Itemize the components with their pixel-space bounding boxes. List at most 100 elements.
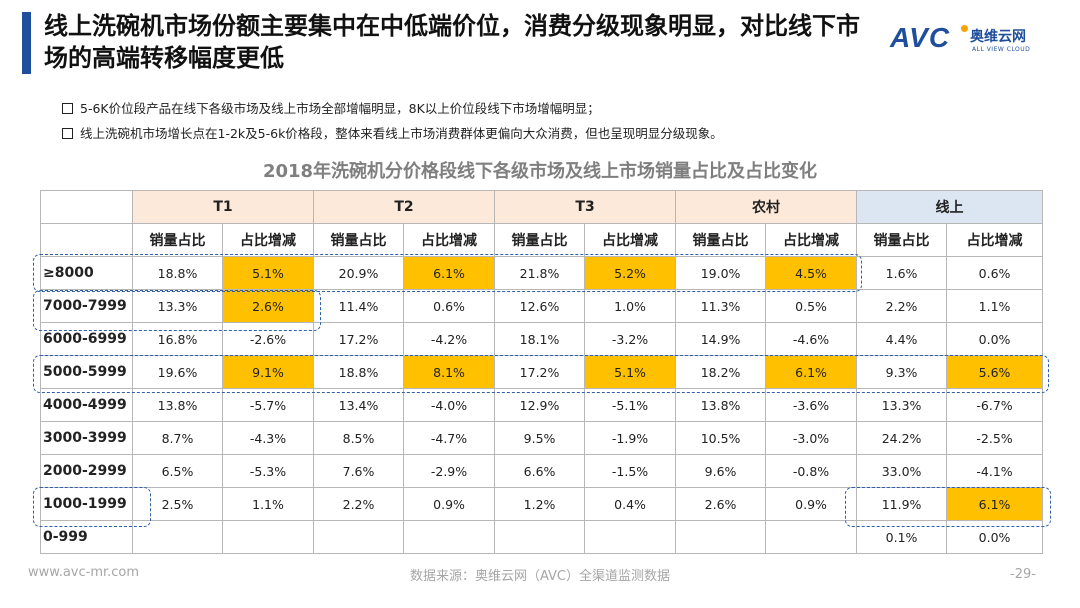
bullet-list: 5-6K价位段产品在线下各级市场及线上市场全部增幅明显，8K以上价位段线下市场增…	[62, 96, 1062, 146]
table-cell: 4.5%	[765, 256, 858, 290]
row-label: 0-999	[40, 520, 133, 554]
sub-header: 销量占比	[494, 223, 586, 257]
table-cell: 0.5%	[765, 289, 858, 323]
table-row: 2000-2999 6.5% -5.3% 7.6% -2.9% 6.6% -1.5% 9.6%…	[40, 454, 1044, 488]
checkbox-icon	[62, 103, 73, 114]
table-cell: 5.6%	[946, 355, 1044, 389]
group-header: T1	[131, 190, 315, 224]
table-cell: 8.5%	[313, 421, 405, 455]
table-row: 0-999 0.1% 0.0%	[40, 520, 1044, 554]
table-cell: -2.9%	[403, 454, 496, 488]
table-cell: 1.1%	[221, 487, 315, 521]
table-cell: 11.4%	[313, 289, 405, 323]
footer-source: 数据来源：奥维云网（AVC）全渠道监测数据	[409, 569, 671, 584]
table-cell: 20.9%	[313, 256, 405, 290]
table-cell: 18.1%	[494, 322, 586, 356]
table-cell: 0.6%	[946, 256, 1044, 290]
table-cell: 18.8%	[313, 355, 405, 389]
highlight-box-8000-offline	[33, 254, 862, 292]
table-cell: 2.2%	[856, 289, 948, 323]
logo-en: ALL VIEW CLOUD	[972, 46, 1031, 53]
table-cell: 5.2%	[584, 256, 677, 290]
group-header: 线上	[856, 190, 1044, 224]
sub-header: 占比增减	[221, 223, 315, 257]
group-header: T3	[494, 190, 677, 224]
logo-dot	[961, 25, 968, 32]
table-cell: 1.6%	[856, 256, 948, 290]
footer-website: www.avc-mr.com	[28, 565, 140, 580]
table-cell: 0.0%	[946, 322, 1044, 356]
table-cell: 13.4%	[313, 388, 405, 422]
row-label: ≥8000	[40, 256, 133, 290]
table-cell: 18.8%	[132, 256, 223, 290]
table-cell: 24.2%	[856, 421, 948, 455]
table-cell: 0.9%	[765, 487, 858, 521]
table-cell: -1.9%	[584, 421, 677, 455]
table-cell: 9.1%	[221, 355, 315, 389]
table-cell: 1.2%	[494, 487, 586, 521]
row-label: 3000-3999	[40, 421, 133, 455]
sub-header: 占比增减	[403, 223, 496, 257]
table-cell: 6.1%	[946, 487, 1044, 521]
sub-header: 销量占比	[132, 223, 223, 257]
table-cell: 18.2%	[675, 355, 767, 389]
sub-header: 占比增减	[765, 223, 858, 257]
row-label: 7000-7999	[40, 289, 133, 323]
table-cell: 1.1%	[946, 289, 1044, 323]
logo-mark: AVC	[890, 22, 951, 53]
table-cell: 5.1%	[221, 256, 315, 290]
table-cell: 21.8%	[494, 256, 586, 290]
sub-header: 销量占比	[856, 223, 948, 257]
table-cell: 19.0%	[675, 256, 767, 290]
sub-header-corner	[40, 223, 133, 257]
table-title: 2018年洗碗机分价格段线下各级市场及线上市场销量占比及占比变化	[262, 161, 818, 182]
table-cell: 2.6%	[675, 487, 767, 521]
table-row: 6000-6999 16.8% -2.6% 17.2% -4.2% 18.1% -3.2% 1…	[40, 322, 1044, 356]
table-row: 7000-7999 13.3% 2.6% 11.4% 0.6% 12.6% 1.0% 11.3…	[40, 289, 1044, 323]
title-accent-bar	[22, 12, 31, 74]
table-cell: 2.2%	[313, 487, 405, 521]
highlight-box-1000-online	[845, 487, 1051, 527]
logo-cn: 奥维云网	[970, 29, 1026, 45]
table-cell: -6.7%	[946, 388, 1044, 422]
group-header: T2	[313, 190, 496, 224]
table-cell: 0.0%	[946, 520, 1044, 554]
table-cell: 13.8%	[132, 388, 223, 422]
data-table: T1 T2 T3 农村 线上 销量占比 占比增减 销量占比 占比增减 销量占比 占比增减 销量占比 占比…	[40, 190, 1044, 554]
table-cell: 4.4%	[856, 322, 948, 356]
table-cell	[584, 520, 677, 554]
sub-header: 占比增减	[584, 223, 677, 257]
table-cell: 6.6%	[494, 454, 586, 488]
row-label: 1000-1999	[40, 487, 133, 521]
table-row: 5000-5999 19.6% 9.1% 18.8% 8.1% 17.2% 5.1% 18.2…	[40, 355, 1044, 389]
checkbox-icon	[62, 128, 73, 139]
table-cell: 7.6%	[313, 454, 405, 488]
table-cell	[494, 520, 586, 554]
sub-header-row: 销量占比 占比增减 销量占比 占比增减 销量占比 占比增减 销量占比 占比增减 销量占比 占比增减	[40, 223, 1044, 257]
row-label: 2000-2999	[40, 454, 133, 488]
table-cell: 10.5%	[675, 421, 767, 455]
table-cell: -1.5%	[584, 454, 677, 488]
table-cell	[313, 520, 405, 554]
table-cell: -4.7%	[403, 421, 496, 455]
table-cell: -3.2%	[584, 322, 677, 356]
table-cell	[765, 520, 858, 554]
highlight-box-7000-t1	[33, 290, 321, 331]
group-header: 农村	[675, 190, 858, 224]
table-cell	[221, 520, 315, 554]
group-header-row: T1 T2 T3 农村 线上	[40, 190, 1044, 224]
row-label: 4000-4999	[40, 388, 133, 422]
table-cell: 11.3%	[675, 289, 767, 323]
table-row: ≥8000 18.8% 5.1% 20.9% 6.1% 21.8% 5.2% 19.0% 4.5…	[40, 256, 1044, 290]
table-cell: 9.5%	[494, 421, 586, 455]
table-cell: -5.7%	[221, 388, 315, 422]
table-cell: 6.1%	[403, 256, 496, 290]
avc-logo: AVC 奥维云网 ALL VIEW CLOUD	[890, 22, 1065, 62]
table-cell	[675, 520, 767, 554]
page-title: 线上洗碗机市场份额主要集中在中低端价位，消费分级现象明显，对比线下市场的高端转移…	[44, 12, 860, 72]
table-cell: 1.0%	[584, 289, 677, 323]
table-cell: 6.1%	[765, 355, 858, 389]
table-cell: 14.9%	[675, 322, 767, 356]
table-cell: 12.9%	[494, 388, 586, 422]
header-corner	[40, 190, 133, 224]
